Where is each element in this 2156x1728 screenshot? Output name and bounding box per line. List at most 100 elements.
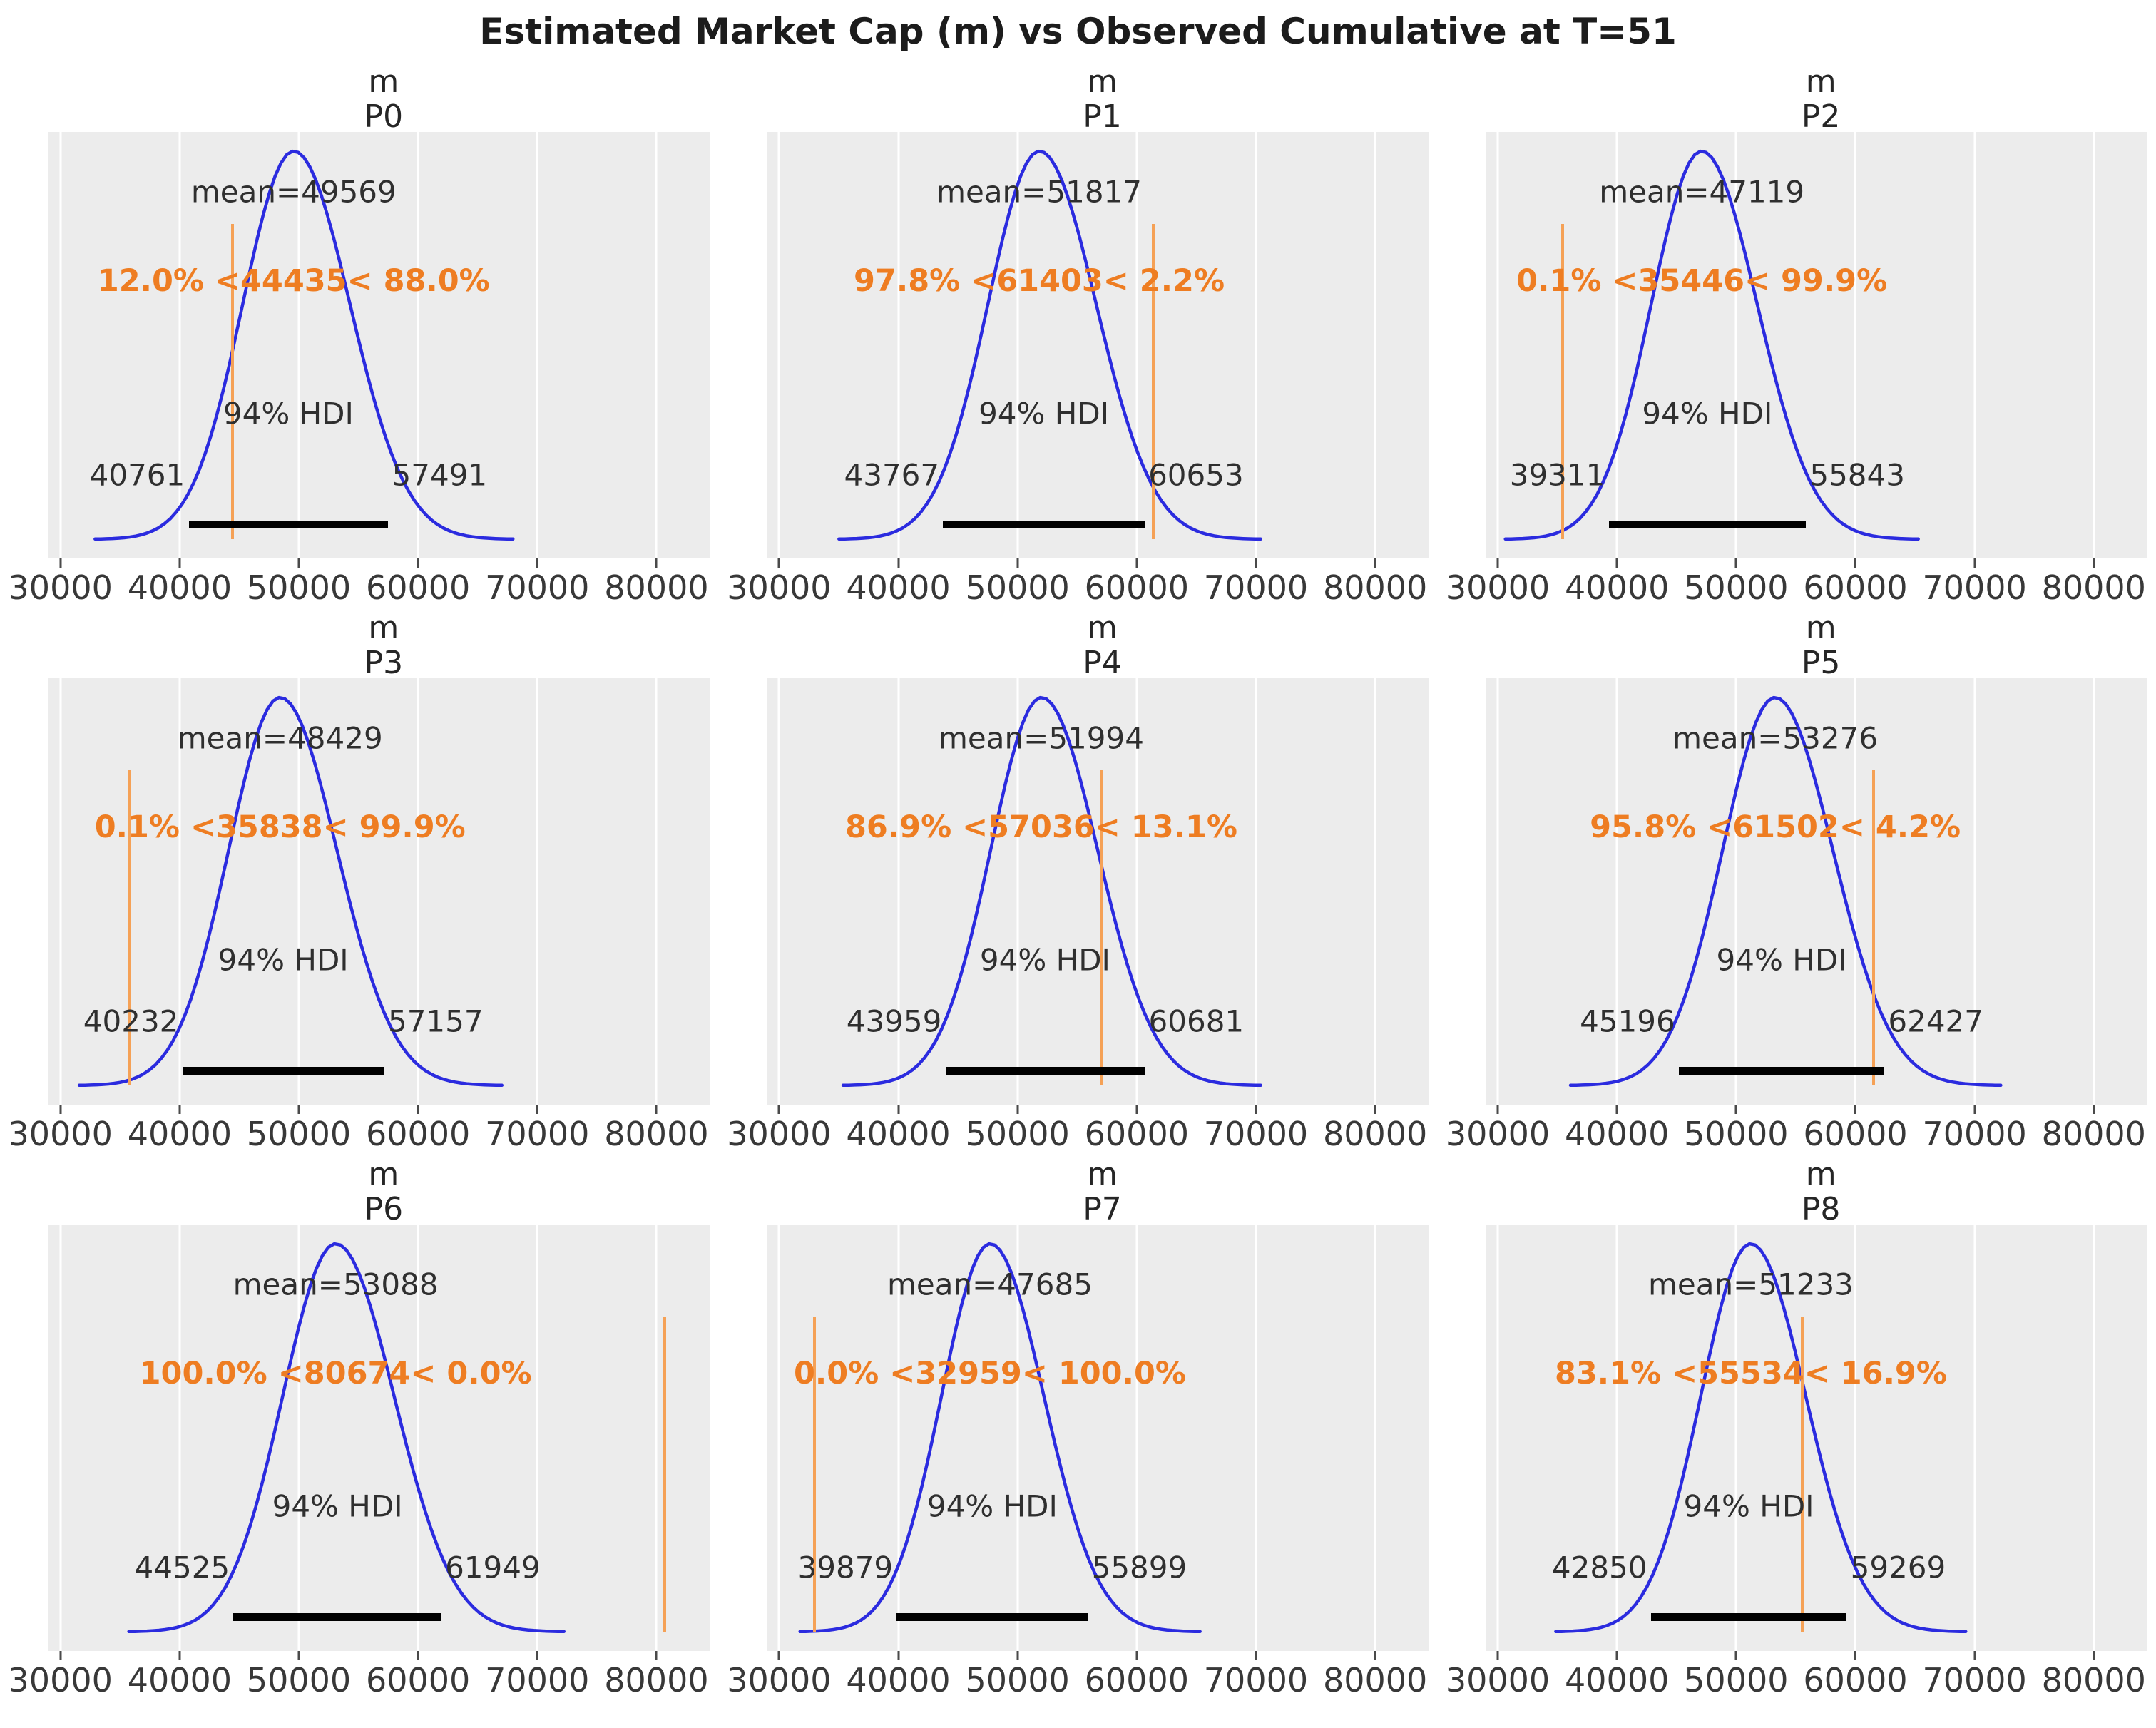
kde-curve-path [1569, 695, 2003, 1088]
gridline [1255, 132, 1257, 558]
hdi-high-label: 59269 [1850, 1550, 1946, 1585]
gridline [178, 1225, 181, 1651]
subplot-coord-title: P8 [1801, 1191, 1841, 1227]
hdi-high-label: 57491 [392, 457, 488, 493]
x-tick-mark [897, 1105, 900, 1114]
x-tick-label: 30000 [1445, 1661, 1550, 1699]
subplot-panel: m P3 mean=48429 0.1% <35838< 99.9% 94% H… [0, 608, 719, 1154]
subplot-coord-title: P0 [364, 98, 404, 135]
x-tick-label: 40000 [127, 1115, 233, 1153]
x-tick-label: 80000 [604, 568, 709, 607]
x-tick-label: 30000 [8, 568, 113, 607]
gridline [1255, 678, 1257, 1105]
ref-percent-label: 86.9% <57036< 13.1% [845, 809, 1237, 846]
x-tick-mark [1615, 1651, 1618, 1660]
hdi-bar [188, 521, 389, 529]
gridline [897, 1225, 900, 1651]
gridline [297, 132, 300, 558]
x-tick-label: 30000 [8, 1115, 113, 1153]
ref-percent-label: 0.0% <32959< 100.0% [793, 1356, 1186, 1392]
x-tick-label: 40000 [1565, 1115, 1670, 1153]
gridline [536, 678, 538, 1105]
x-tick-label: 60000 [1084, 1115, 1189, 1153]
gridline [1016, 132, 1019, 558]
density-curve [1554, 1242, 1968, 1634]
ref-value-line [1800, 1316, 1804, 1632]
gridline [1374, 1225, 1376, 1651]
gridline [1496, 1225, 1499, 1651]
x-tick-mark [178, 558, 181, 568]
x-tick-mark [1854, 558, 1856, 568]
gridline [1973, 678, 1976, 1105]
x-tick-mark [655, 1105, 658, 1114]
hdi-bar [1679, 1067, 1885, 1075]
hdi-high-label: 61949 [445, 1550, 541, 1585]
gridline [2093, 678, 2095, 1105]
x-tick-label: 40000 [846, 1661, 951, 1699]
x-tick-mark [777, 1651, 780, 1660]
hdi-low-label: 42850 [1551, 1550, 1647, 1585]
x-tick-mark [1734, 1651, 1737, 1660]
subplot-var-title: m [1805, 1156, 1836, 1192]
gridline [1374, 132, 1376, 558]
hdi-title: 94% HDI [979, 396, 1110, 431]
x-tick-label: 40000 [1565, 568, 1670, 607]
x-tick-label: 50000 [965, 1115, 1070, 1153]
x-tick-mark [297, 1651, 300, 1660]
x-axis: 30000 40000 50000 60000 70000 80000 [1446, 558, 2147, 607]
hdi-title: 94% HDI [979, 942, 1110, 978]
subplot-var-title: m [1087, 63, 1118, 100]
hdi-bar [233, 1613, 441, 1622]
x-axis: 30000 40000 50000 60000 70000 80000 [1446, 1651, 2147, 1699]
x-tick-mark [417, 1105, 419, 1114]
gridline [1255, 1225, 1257, 1651]
x-tick-mark [1854, 1651, 1856, 1660]
x-tick-label: 40000 [1565, 1661, 1670, 1699]
x-tick-mark [1496, 1105, 1499, 1114]
x-tick-mark [1496, 1651, 1499, 1660]
subplot-title: m P3 [0, 608, 719, 680]
ref-percent-label: 95.8% <61502< 4.2% [1590, 809, 1961, 846]
density-curve [127, 1242, 566, 1634]
hdi-high-label: 60681 [1148, 1003, 1245, 1039]
gridline [536, 132, 538, 558]
x-tick-label: 80000 [604, 1661, 709, 1699]
x-tick-mark [655, 558, 658, 568]
x-tick-mark [1135, 1651, 1138, 1660]
plot-area: mean=47685 0.0% <32959< 100.0% 94% HDI 3… [767, 1225, 1429, 1651]
hdi-low-label: 43767 [844, 457, 940, 493]
x-tick-label: 40000 [846, 568, 951, 607]
plot-area: mean=53088 100.0% <80674< 0.0% 94% HDI 4… [48, 1225, 710, 1651]
gridline [655, 1225, 658, 1651]
mean-label: mean=49569 [190, 174, 397, 210]
ref-value-line [1871, 770, 1875, 1086]
hdi-title: 94% HDI [926, 1488, 1058, 1524]
x-tick-label: 30000 [727, 568, 832, 607]
hdi-low-label: 39311 [1509, 457, 1605, 493]
gridline [1615, 132, 1618, 558]
x-tick-mark [655, 1651, 658, 1660]
mean-label: mean=53088 [233, 1267, 439, 1302]
gridline [59, 678, 62, 1105]
gridline [1016, 1225, 1019, 1651]
density-curve [1569, 695, 2003, 1088]
mean-label: mean=51233 [1647, 1267, 1854, 1302]
x-tick-label: 60000 [365, 568, 471, 607]
gridline [1973, 132, 1976, 558]
hdi-title: 94% HDI [218, 942, 349, 978]
x-tick-label: 70000 [485, 1115, 590, 1153]
x-tick-label: 50000 [1684, 1115, 1789, 1153]
x-tick-mark [1854, 1105, 1856, 1114]
kde-curve-path [837, 149, 1262, 541]
gridline [655, 678, 658, 1105]
x-tick-mark [178, 1651, 181, 1660]
ref-percent-label: 83.1% <55534< 16.9% [1554, 1356, 1947, 1392]
hdi-title: 94% HDI [1683, 1488, 1814, 1524]
x-axis: 30000 40000 50000 60000 70000 80000 [1446, 1105, 2147, 1153]
hdi-high-label: 55899 [1091, 1550, 1187, 1585]
x-tick-label: 80000 [604, 1115, 709, 1153]
gridline [777, 1225, 780, 1651]
gridline [536, 1225, 538, 1651]
x-tick-mark [1255, 558, 1257, 568]
subplot-panel: m P0 mean=49569 12.0% <44435< 88.0% 94% … [0, 61, 719, 608]
